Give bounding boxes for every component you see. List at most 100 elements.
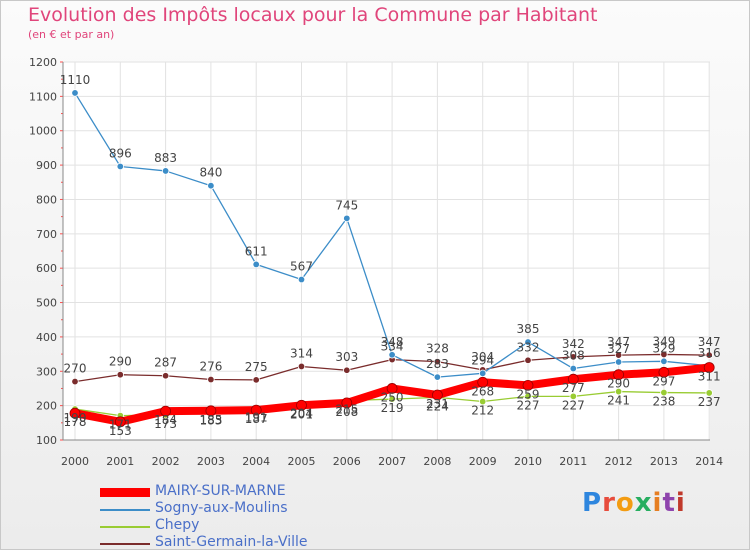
x-tick-label: 2007 (378, 455, 406, 468)
data-point (71, 89, 79, 97)
data-label: 1110 (60, 73, 91, 87)
data-label: 185 (199, 413, 222, 427)
data-point (569, 353, 577, 361)
data-point (660, 357, 668, 366)
data-point (569, 392, 577, 401)
data-label: 334 (381, 340, 404, 354)
data-label: 283 (426, 357, 449, 371)
data-point (296, 399, 307, 411)
legend-label: Chepy (155, 517, 200, 533)
data-label: 316 (698, 346, 721, 360)
data-point (343, 366, 351, 374)
data-label: 385 (517, 322, 540, 336)
data-label: 329 (652, 341, 675, 355)
y-tick-label: 900 (36, 159, 57, 172)
data-point (567, 373, 579, 385)
data-label: 173 (154, 417, 177, 431)
data-point (386, 383, 398, 394)
data-label: 201 (290, 407, 313, 421)
data-label: 250 (381, 390, 404, 404)
data-label: 238 (652, 395, 675, 409)
data-point (252, 376, 260, 384)
y-tick-label: 100 (36, 434, 57, 447)
data-label: 178 (64, 415, 87, 429)
data-point (161, 372, 170, 380)
data-label: 349 (652, 334, 675, 348)
brand-letter: r (602, 488, 616, 518)
data-label: 204 (290, 406, 313, 420)
data-point (388, 395, 396, 403)
data-label: 328 (426, 342, 449, 356)
data-label: 308 (562, 349, 585, 363)
legend-label: MAIRY-SUR-MARNE (155, 483, 286, 499)
data-point (114, 416, 126, 428)
y-tick-label: 600 (36, 262, 57, 275)
data-point (705, 389, 713, 397)
chart-subtitle: (en € et par an) (28, 28, 115, 41)
data-point (116, 371, 124, 379)
data-label: 153 (109, 424, 132, 438)
data-point (69, 407, 81, 419)
data-point (433, 373, 442, 381)
data-point (613, 369, 624, 381)
legend-swatch (100, 509, 150, 511)
legend-label: Saint-Germain-la-Ville (155, 534, 308, 550)
data-label: 191 (245, 411, 268, 425)
data-label: 237 (698, 395, 721, 409)
data-label: 611 (245, 244, 268, 258)
x-tick-label: 2009 (469, 455, 497, 468)
data-label: 212 (471, 404, 494, 418)
x-tick-label: 2002 (152, 455, 180, 468)
data-label: 184 (154, 413, 177, 427)
y-tick-label: 500 (36, 297, 57, 310)
data-label: 268 (471, 384, 494, 398)
data-label: 231 (426, 397, 449, 411)
data-label: 348 (381, 335, 404, 349)
data-label: 567 (290, 260, 313, 274)
data-label: 190 (64, 411, 87, 425)
brand-letter: x (634, 488, 653, 518)
data-point (660, 388, 668, 397)
x-tick-label: 2006 (333, 455, 361, 468)
data-label: 224 (426, 399, 449, 413)
x-tick-label: 2012 (605, 455, 633, 468)
data-point (161, 167, 170, 175)
x-tick-label: 2010 (514, 455, 542, 468)
data-point (479, 397, 487, 406)
x-tick-label: 2005 (288, 455, 316, 468)
x-tick-label: 2014 (695, 455, 723, 468)
legend-label: Sogny-aux-Moulins (155, 500, 288, 516)
legend-swatch (100, 526, 150, 528)
y-tick-label: 300 (36, 365, 57, 378)
data-point (160, 405, 172, 417)
data-point (252, 260, 260, 269)
data-label: 270 (64, 362, 87, 376)
brand-letter: t (662, 488, 676, 518)
data-label: 277 (562, 381, 585, 395)
data-point (341, 397, 353, 409)
legend-swatch (100, 543, 150, 545)
data-label: 311 (698, 369, 721, 383)
x-tick-label: 2008 (423, 455, 451, 468)
data-point (71, 377, 79, 386)
data-point (297, 362, 306, 371)
data-point (116, 162, 124, 171)
x-tick-label: 2003 (197, 455, 225, 468)
y-tick-label: 700 (36, 228, 57, 241)
x-tick-label: 2004 (242, 455, 270, 468)
data-point (207, 375, 215, 384)
y-tick-label: 1000 (29, 125, 57, 138)
data-label: 332 (517, 340, 540, 354)
data-label: 303 (335, 350, 358, 364)
data-label: 259 (517, 387, 540, 401)
data-point (524, 392, 532, 401)
data-point (433, 357, 442, 366)
data-label: 304 (471, 350, 494, 364)
x-tick-label: 2013 (650, 455, 678, 468)
data-label: 297 (652, 374, 675, 388)
brand-letter: o (615, 488, 635, 518)
legend-swatch (100, 488, 150, 497)
data-point (343, 214, 351, 223)
data-point (658, 366, 670, 378)
